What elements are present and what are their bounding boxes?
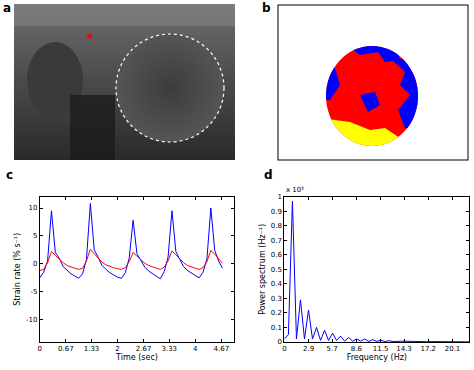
svg-text:Frequency (Hz): Frequency (Hz) (347, 353, 407, 362)
svg-text:17.2: 17.2 (420, 345, 436, 353)
svg-text:3.33: 3.33 (161, 345, 177, 353)
svg-text:2: 2 (115, 345, 119, 353)
svg-text:0.2: 0.2 (271, 309, 282, 317)
svg-text:b: b (262, 1, 271, 15)
svg-text:5: 5 (33, 232, 37, 240)
svg-text:10: 10 (28, 204, 37, 212)
svg-text:c: c (6, 168, 13, 182)
svg-text:-10: -10 (26, 316, 37, 324)
svg-text:0: 0 (278, 338, 282, 346)
svg-text:5.7: 5.7 (327, 345, 338, 353)
svg-text:x 10⁵: x 10⁵ (286, 186, 304, 194)
svg-text:a: a (3, 1, 11, 15)
svg-text:20.1: 20.1 (445, 345, 461, 353)
svg-text:0.3: 0.3 (271, 295, 282, 303)
svg-text:Strain rate (% s⁻¹): Strain rate (% s⁻¹) (13, 233, 22, 306)
svg-text:0.9: 0.9 (271, 208, 282, 216)
svg-text:Time (sec): Time (sec) (115, 353, 158, 362)
svg-text:1: 1 (278, 193, 282, 201)
svg-text:11.5: 11.5 (373, 345, 389, 353)
svg-text:-5: -5 (30, 288, 37, 296)
svg-text:0: 0 (282, 345, 286, 353)
svg-text:14.3: 14.3 (396, 345, 412, 353)
svg-text:1.33: 1.33 (84, 345, 100, 353)
svg-text:0.7: 0.7 (271, 237, 282, 245)
svg-text:2.67: 2.67 (136, 345, 152, 353)
svg-text:0.6: 0.6 (271, 251, 283, 259)
svg-text:0.8: 0.8 (271, 222, 282, 230)
svg-text:0: 0 (33, 260, 37, 268)
svg-text:d: d (264, 168, 273, 182)
svg-text:2.9: 2.9 (303, 345, 314, 353)
svg-text:Power spectrum (Hz⁻¹): Power spectrum (Hz⁻¹) (258, 224, 267, 315)
svg-text:0.1: 0.1 (271, 324, 282, 332)
svg-text:0.67: 0.67 (58, 345, 74, 353)
svg-text:0.4: 0.4 (271, 280, 283, 288)
svg-text:4: 4 (193, 345, 198, 353)
svg-text:8.6: 8.6 (351, 345, 363, 353)
svg-text:0.5: 0.5 (271, 266, 282, 274)
svg-text:0: 0 (38, 345, 42, 353)
svg-text:4.67: 4.67 (214, 345, 230, 353)
